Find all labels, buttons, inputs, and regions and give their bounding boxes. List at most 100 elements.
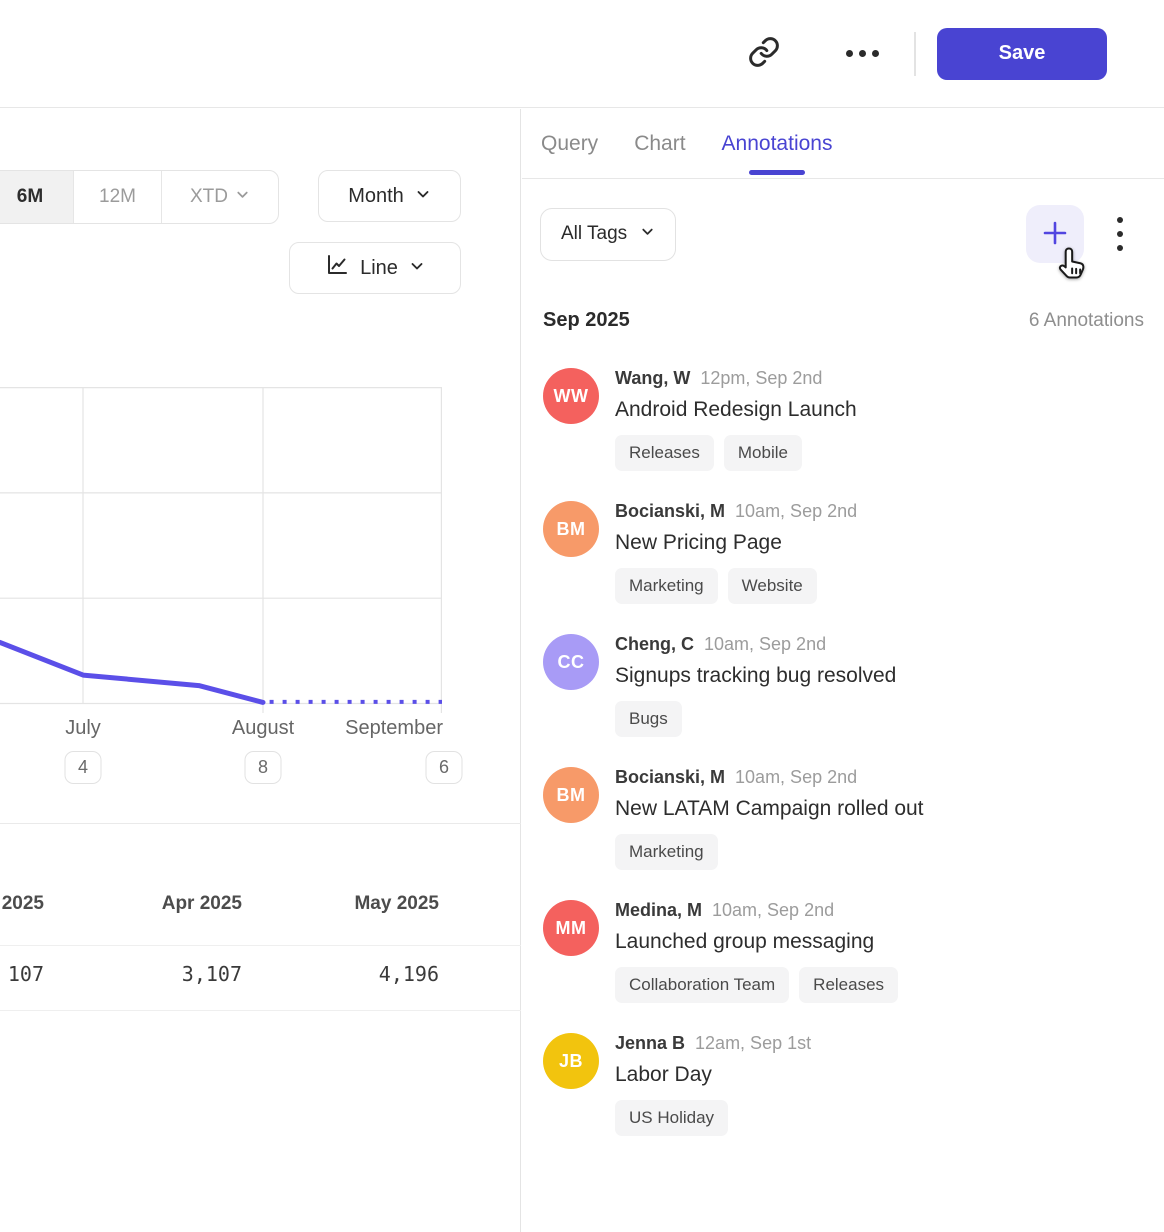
annotation-tags: Bugs — [615, 701, 896, 737]
annotation-title: New Pricing Page — [615, 531, 782, 554]
avatar: BM — [543, 767, 599, 823]
avatar-initials: BM — [556, 518, 586, 539]
annotation-list-item[interactable]: BM Bocianski, M 10am, Sep 2nd New Pricin… — [543, 501, 1164, 604]
line-chart-icon — [325, 253, 349, 283]
granularity-dropdown[interactable]: Month — [318, 170, 461, 222]
chevron-down-icon — [640, 223, 655, 245]
tag-chip[interactable]: Website — [727, 568, 817, 604]
annotation-time: 10am, Sep 2nd — [735, 767, 858, 787]
annotation-tags: Releases Mobile — [615, 435, 857, 471]
annotation-title: New LATAM Campaign rolled out — [615, 797, 924, 820]
chevron-down-icon — [415, 185, 431, 208]
avatar-initials: JB — [558, 1050, 583, 1071]
avatar-initials: MM — [555, 917, 587, 938]
annotation-count-badge[interactable]: 4 — [64, 751, 102, 784]
table-value-cell: 107 — [7, 962, 44, 986]
table-value-cell: 3,107 — [181, 962, 242, 986]
header-divider — [914, 31, 916, 76]
range-xtd-button[interactable]: XTD — [161, 171, 278, 223]
annotation-tags: Marketing — [615, 834, 924, 870]
chart-series-line — [0, 639, 266, 705]
annotations-toolbar: All Tags — [522, 179, 1164, 263]
table-value-cell: 4,196 — [378, 962, 439, 986]
avatar: WW — [543, 368, 599, 424]
panel-tabs: Query Chart Annotations — [522, 109, 1164, 179]
plus-icon — [1039, 217, 1071, 252]
avatar: CC — [543, 634, 599, 690]
avatar-initials: WW — [553, 385, 589, 406]
annotations-menu-button[interactable] — [1102, 210, 1138, 258]
chevron-down-icon — [409, 257, 425, 280]
annotations-group-header: Sep 2025 6 Annotations — [522, 309, 1164, 332]
top-bar: Save — [0, 0, 1164, 108]
annotation-count-badge[interactable]: 8 — [244, 751, 282, 784]
tag-chip[interactable]: Mobile — [723, 435, 802, 471]
annotation-list-item[interactable]: BM Bocianski, M 10am, Sep 2nd New LATAM … — [543, 767, 1164, 870]
tag-filter-dropdown[interactable]: All Tags — [540, 207, 677, 261]
annotation-time: 10am, Sep 2nd — [735, 501, 858, 521]
avatar: JB — [543, 1033, 599, 1089]
copy-link-button[interactable] — [744, 34, 784, 74]
annotation-author: Jenna B — [615, 1033, 686, 1053]
range-6m-button[interactable]: 6M — [0, 171, 73, 223]
tag-chip[interactable]: Collaboration Team — [615, 967, 790, 1003]
annotations-panel: Query Chart Annotations All Tags — [522, 109, 1164, 1232]
annotation-tags: Collaboration Team Releases — [615, 967, 899, 1003]
annotation-list-item[interactable]: WW Wang, W 12pm, Sep 2nd Android Redesig… — [543, 368, 1164, 471]
annotation-tags: Marketing Website — [615, 568, 857, 604]
annotation-author: Bocianski, M — [615, 501, 726, 521]
tab-chart[interactable]: Chart — [634, 131, 686, 155]
range-12m-button[interactable]: 12M — [73, 171, 161, 223]
x-axis-label: July — [65, 717, 101, 739]
table-header-cell: 2025 — [1, 893, 44, 914]
save-button[interactable]: Save — [937, 27, 1107, 80]
group-count: 6 Annotations — [1028, 310, 1144, 331]
chart-panel: 6M 12M XTD Month Line — [0, 109, 521, 1232]
chevron-down-icon — [235, 186, 250, 208]
group-title: Sep 2025 — [543, 309, 630, 331]
annotation-list-item[interactable]: JB Jenna B 12am, Sep 1st Labor Day US Ho… — [543, 1033, 1164, 1136]
table-header-cell: May 2025 — [354, 893, 439, 914]
x-axis-label: September — [345, 717, 443, 739]
tab-annotations[interactable]: Annotations — [722, 132, 832, 175]
annotation-time: 12am, Sep 1st — [695, 1033, 812, 1053]
annotation-author: Wang, W — [615, 368, 691, 388]
tag-chip[interactable]: Releases — [615, 435, 714, 471]
annotation-title: Signups tracking bug resolved — [615, 664, 897, 687]
table-divider — [0, 1010, 521, 1011]
tag-chip[interactable]: Marketing — [615, 834, 718, 870]
annotation-list-item[interactable]: CC Cheng, C 10am, Sep 2nd Signups tracki… — [543, 634, 1164, 737]
tag-chip[interactable]: US Holiday — [615, 1100, 729, 1136]
active-tab-underline — [749, 169, 805, 175]
avatar-initials: CC — [557, 651, 585, 672]
link-icon — [747, 35, 781, 72]
x-axis-label: August — [231, 717, 295, 739]
tab-query[interactable]: Query — [541, 131, 599, 155]
ellipsis-icon — [845, 50, 879, 57]
annotation-list-item[interactable]: MM Medina, M 10am, Sep 2nd Launched grou… — [543, 900, 1164, 1003]
avatar: BM — [543, 501, 599, 557]
section-divider — [0, 823, 521, 824]
chart-type-dropdown[interactable]: Line — [289, 242, 461, 294]
more-actions-button[interactable] — [842, 34, 882, 74]
tag-chip[interactable]: Releases — [799, 967, 899, 1003]
chart-gridlines — [0, 387, 442, 713]
avatar: MM — [543, 900, 599, 956]
annotation-author: Bocianski, M — [615, 767, 726, 787]
annotation-time: 12pm, Sep 2nd — [700, 368, 823, 388]
annotation-author: Cheng, C — [615, 634, 694, 654]
add-annotation-button[interactable] — [1026, 205, 1084, 263]
line-chart-plot — [0, 387, 442, 713]
tag-chip[interactable]: Marketing — [615, 568, 718, 604]
tag-chip[interactable]: Bugs — [615, 701, 682, 737]
annotation-count-badge[interactable]: 6 — [425, 751, 463, 784]
date-range-control: 6M 12M XTD — [0, 170, 279, 224]
annotation-author: Medina, M — [615, 900, 703, 920]
annotation-title: Android Redesign Launch — [615, 398, 857, 421]
table-divider — [0, 945, 521, 946]
annotation-tags: US Holiday — [615, 1100, 811, 1136]
annotation-title: Labor Day — [615, 1063, 712, 1086]
annotation-time: 10am, Sep 2nd — [704, 634, 827, 654]
avatar-initials: BM — [556, 784, 586, 805]
